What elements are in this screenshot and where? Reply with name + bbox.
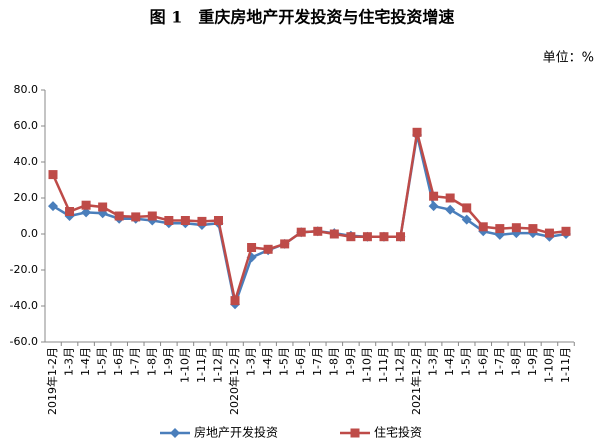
point <box>81 200 91 210</box>
point <box>362 232 372 242</box>
point <box>263 244 273 254</box>
point <box>48 201 58 212</box>
point <box>329 229 339 239</box>
point <box>180 216 190 225</box>
y-tick-label: 80.0 <box>14 83 39 96</box>
point <box>147 211 157 221</box>
point <box>462 203 472 213</box>
x-tick-label: 1-9月 <box>162 347 175 376</box>
y-tick-label: 0.0 <box>21 227 39 240</box>
x-tick-label: 1-6月 <box>294 347 307 376</box>
legend-label: 住宅投资 <box>374 425 422 440</box>
x-tick-label: 1-5月 <box>96 347 109 376</box>
point <box>98 202 108 212</box>
x-tick-label: 2019年1-2月 <box>45 347 59 415</box>
x-tick-label: 1-10月 <box>542 347 555 383</box>
point <box>346 232 356 242</box>
point <box>296 227 306 237</box>
point <box>280 239 290 249</box>
x-tick-label: 1-10月 <box>178 347 191 383</box>
x-tick-label: 1-4月 <box>443 347 456 376</box>
point <box>412 127 422 137</box>
x-tick-label: 1-12月 <box>394 347 407 383</box>
point <box>65 207 75 216</box>
y-tick-label: 40.0 <box>14 155 39 168</box>
point <box>511 223 521 233</box>
legend-label: 房地产开发投资 <box>194 425 278 440</box>
point <box>379 232 389 242</box>
x-tick-label: 1-4月 <box>79 347 92 376</box>
point <box>478 222 488 232</box>
point <box>164 216 174 225</box>
point <box>197 216 207 226</box>
x-tick-label: 1-4月 <box>261 347 274 376</box>
point <box>230 296 240 306</box>
y-tick-label: 20.0 <box>14 191 39 204</box>
x-tick-label: 1-11月 <box>377 347 390 383</box>
x-tick-label: 2020年1-2月 <box>227 347 241 415</box>
x-tick-label: 1-6月 <box>476 347 489 376</box>
x-tick-label: 1-7月 <box>129 347 142 376</box>
series-line <box>51 131 567 306</box>
y-tick-label: 60.0 <box>14 119 39 132</box>
x-tick-label: 1-7月 <box>493 347 506 376</box>
x-tick-label: 1-8月 <box>145 347 158 376</box>
x-tick-label: 1-6月 <box>112 347 125 376</box>
point <box>396 232 406 242</box>
point <box>495 224 505 234</box>
point <box>561 226 571 236</box>
x-tick-label: 1-5月 <box>460 347 473 376</box>
point <box>247 243 257 252</box>
x-tick-label: 1-3月 <box>63 347 76 376</box>
y-tick-label: -20.0 <box>10 263 38 276</box>
point <box>461 214 472 225</box>
legend-marker <box>350 428 360 438</box>
x-tick-label: 1-9月 <box>526 347 539 376</box>
point <box>428 201 439 212</box>
x-tick-label: 1-10月 <box>360 347 373 383</box>
chart-title: 图 1 重庆房地产开发投资与住宅投资增速 <box>150 8 455 27</box>
x-tick-label: 1-12月 <box>211 347 224 383</box>
x-tick-label: 1-9月 <box>344 347 357 376</box>
x-tick-label: 1-8月 <box>509 347 522 376</box>
point <box>114 211 124 221</box>
x-tick-label: 1-11月 <box>559 347 572 383</box>
point <box>429 191 439 201</box>
point <box>131 212 141 222</box>
point <box>528 224 538 234</box>
x-tick-label: 1-11月 <box>195 347 208 383</box>
point <box>48 170 58 180</box>
unit-label: 单位：% <box>543 51 594 66</box>
point <box>313 226 323 236</box>
x-tick-label: 1-3月 <box>427 347 440 376</box>
x-tick-label: 2021年1-2月 <box>409 347 423 415</box>
x-tick-label: 1-8月 <box>327 347 340 376</box>
series-line <box>52 134 567 309</box>
x-tick-label: 1-7月 <box>311 347 324 376</box>
y-tick-label: -40.0 <box>10 299 38 312</box>
point <box>81 207 92 218</box>
point <box>445 193 455 203</box>
x-tick-label: 1-3月 <box>245 347 258 376</box>
legend-marker <box>170 428 180 438</box>
point <box>213 216 223 225</box>
point <box>445 204 456 215</box>
point <box>544 228 554 238</box>
y-tick-label: -60.0 <box>10 335 38 348</box>
x-tick-label: 1-5月 <box>278 347 291 376</box>
